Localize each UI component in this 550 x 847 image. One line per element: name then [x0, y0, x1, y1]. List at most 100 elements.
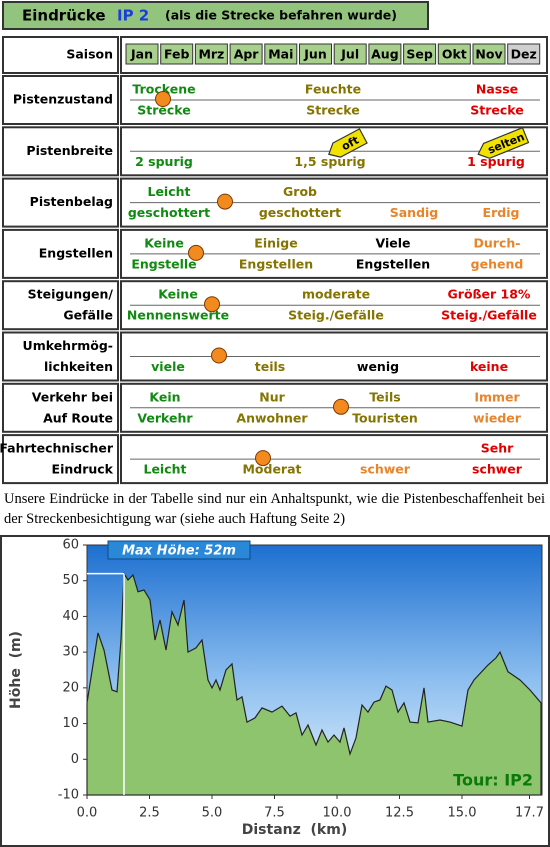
- option-top: Teils: [369, 389, 400, 404]
- option-bottom: Moderat: [242, 462, 301, 477]
- row-label: Engstellen: [39, 245, 113, 260]
- rating-dot: [255, 450, 271, 467]
- row-label: Gefälle: [63, 308, 113, 323]
- option-bottom: schwer: [472, 462, 523, 477]
- option-bottom: geschottert: [128, 205, 210, 220]
- option-top: Einige: [254, 235, 297, 250]
- x-tick-label: 5.0: [202, 806, 223, 821]
- month-box: [264, 43, 298, 65]
- max-label: Max Höhe: 52m: [122, 544, 236, 559]
- x-tick-label: 0.0: [77, 806, 98, 821]
- row-label: Pistenzustand: [13, 92, 113, 107]
- option-bottom: Erdig: [483, 205, 520, 220]
- option-bottom: Steig./Gefälle: [441, 308, 537, 323]
- row-label: Steigungen/: [28, 287, 114, 302]
- month-label: Aug: [371, 47, 399, 62]
- month-label: Jan: [130, 47, 153, 62]
- option-bottom: Sandig: [390, 205, 439, 220]
- month-box: [299, 43, 332, 65]
- option-top: Grob: [283, 184, 317, 199]
- tag-shape: [477, 126, 530, 159]
- option-bottom: Strecke: [306, 103, 360, 118]
- option-bottom: 1 spurig: [467, 154, 525, 169]
- option-top: Viele: [376, 235, 411, 250]
- option-bottom: Nennenswerte: [127, 308, 229, 323]
- month-label: Mai: [268, 47, 293, 62]
- month-label: Feb: [164, 47, 190, 62]
- month-box: [194, 43, 228, 65]
- y-tick-label: 60: [62, 538, 79, 553]
- row-label: Fahrtechnischer: [0, 441, 114, 456]
- y-tick-label: 40: [62, 609, 79, 624]
- month-label: Jun: [303, 47, 326, 62]
- option-top: Immer: [474, 389, 520, 404]
- option-bottom: schwer: [360, 462, 411, 477]
- month-box: [125, 43, 159, 65]
- note: Unsere Eindrücke in der Tabelle sind nur…: [4, 491, 545, 527]
- rating-dot: [155, 91, 171, 107]
- row-label: lichkeiten: [44, 359, 113, 374]
- row-label: Pistenbelag: [30, 194, 113, 209]
- elevation-area: [86, 571, 542, 796]
- month-label: Jul: [340, 47, 359, 62]
- option-bottom: keine: [470, 359, 508, 374]
- label-cell: [2, 177, 119, 228]
- header-subtitle: (als die Strecke befahren wurde): [165, 8, 397, 23]
- tag-shape: [328, 128, 368, 158]
- option-bottom: 2 spurig: [135, 154, 193, 169]
- max-label-box: [107, 540, 251, 560]
- rating-dot: [211, 347, 227, 364]
- option-top: moderate: [302, 287, 370, 302]
- option-bottom: teils: [255, 359, 285, 374]
- label-cell: [2, 126, 119, 177]
- option-top: Leicht: [147, 184, 190, 199]
- rating-dot: [188, 244, 204, 261]
- month-box: [368, 43, 402, 65]
- x-tick-label: 17.7: [515, 806, 544, 821]
- month-box: [437, 43, 471, 65]
- row-label: Pistenbreite: [26, 143, 113, 158]
- impressions-table: Eindrücke IP 2 (als die Strecke befahren…: [0, 1, 548, 485]
- month-box: [403, 43, 437, 65]
- header-bar: [2, 1, 429, 30]
- label-cell: [2, 75, 119, 125]
- option-top: Trockene: [132, 82, 195, 97]
- option-bottom: wenig: [357, 359, 399, 374]
- option-bottom: Engstellen: [356, 256, 430, 271]
- row-label: Eindruck: [52, 462, 114, 477]
- label-cell: [2, 228, 119, 279]
- option-top: Nasse: [476, 82, 518, 97]
- month-label: Apr: [234, 47, 260, 62]
- option-bottom: Verkehr: [137, 410, 193, 425]
- label-cell: [2, 382, 119, 433]
- header-route: IP 2: [117, 7, 149, 25]
- tour-label: Tour: IP2: [453, 771, 533, 790]
- option-bottom: geschottert: [259, 205, 341, 220]
- y-tick-label: 20: [62, 680, 79, 695]
- option-bottom: Steig./Gefälle: [288, 308, 384, 323]
- month-box: [333, 43, 367, 65]
- option-bottom: 1,5 spurig: [294, 154, 365, 169]
- month-box: [472, 43, 506, 65]
- label-cell: [2, 434, 119, 485]
- rating-dot: [333, 398, 349, 415]
- option-bottom: gehend: [471, 256, 524, 271]
- rating-dot: [217, 193, 233, 210]
- month-box: [229, 43, 263, 65]
- label-cell: [2, 331, 119, 382]
- x-axis-title: Distanz (km): [242, 822, 347, 838]
- x-tick-label: 12.5: [385, 806, 414, 821]
- option-bottom: Strecke: [470, 103, 524, 118]
- option-top: Sehr: [481, 441, 514, 456]
- option-bottom: viele: [151, 359, 185, 374]
- y-tick-label: 30: [62, 645, 79, 660]
- option-top: Größer 18%: [448, 287, 531, 302]
- rating-dot: [204, 296, 220, 313]
- y-tick-label: -10: [58, 788, 79, 803]
- option-bottom: Leicht: [143, 462, 186, 477]
- option-bottom: wieder: [473, 410, 522, 425]
- option-top: Nur: [259, 389, 285, 404]
- x-tick-label: 2.5: [139, 806, 160, 821]
- month-label: Dez: [511, 47, 537, 62]
- month-label: Sep: [406, 47, 432, 62]
